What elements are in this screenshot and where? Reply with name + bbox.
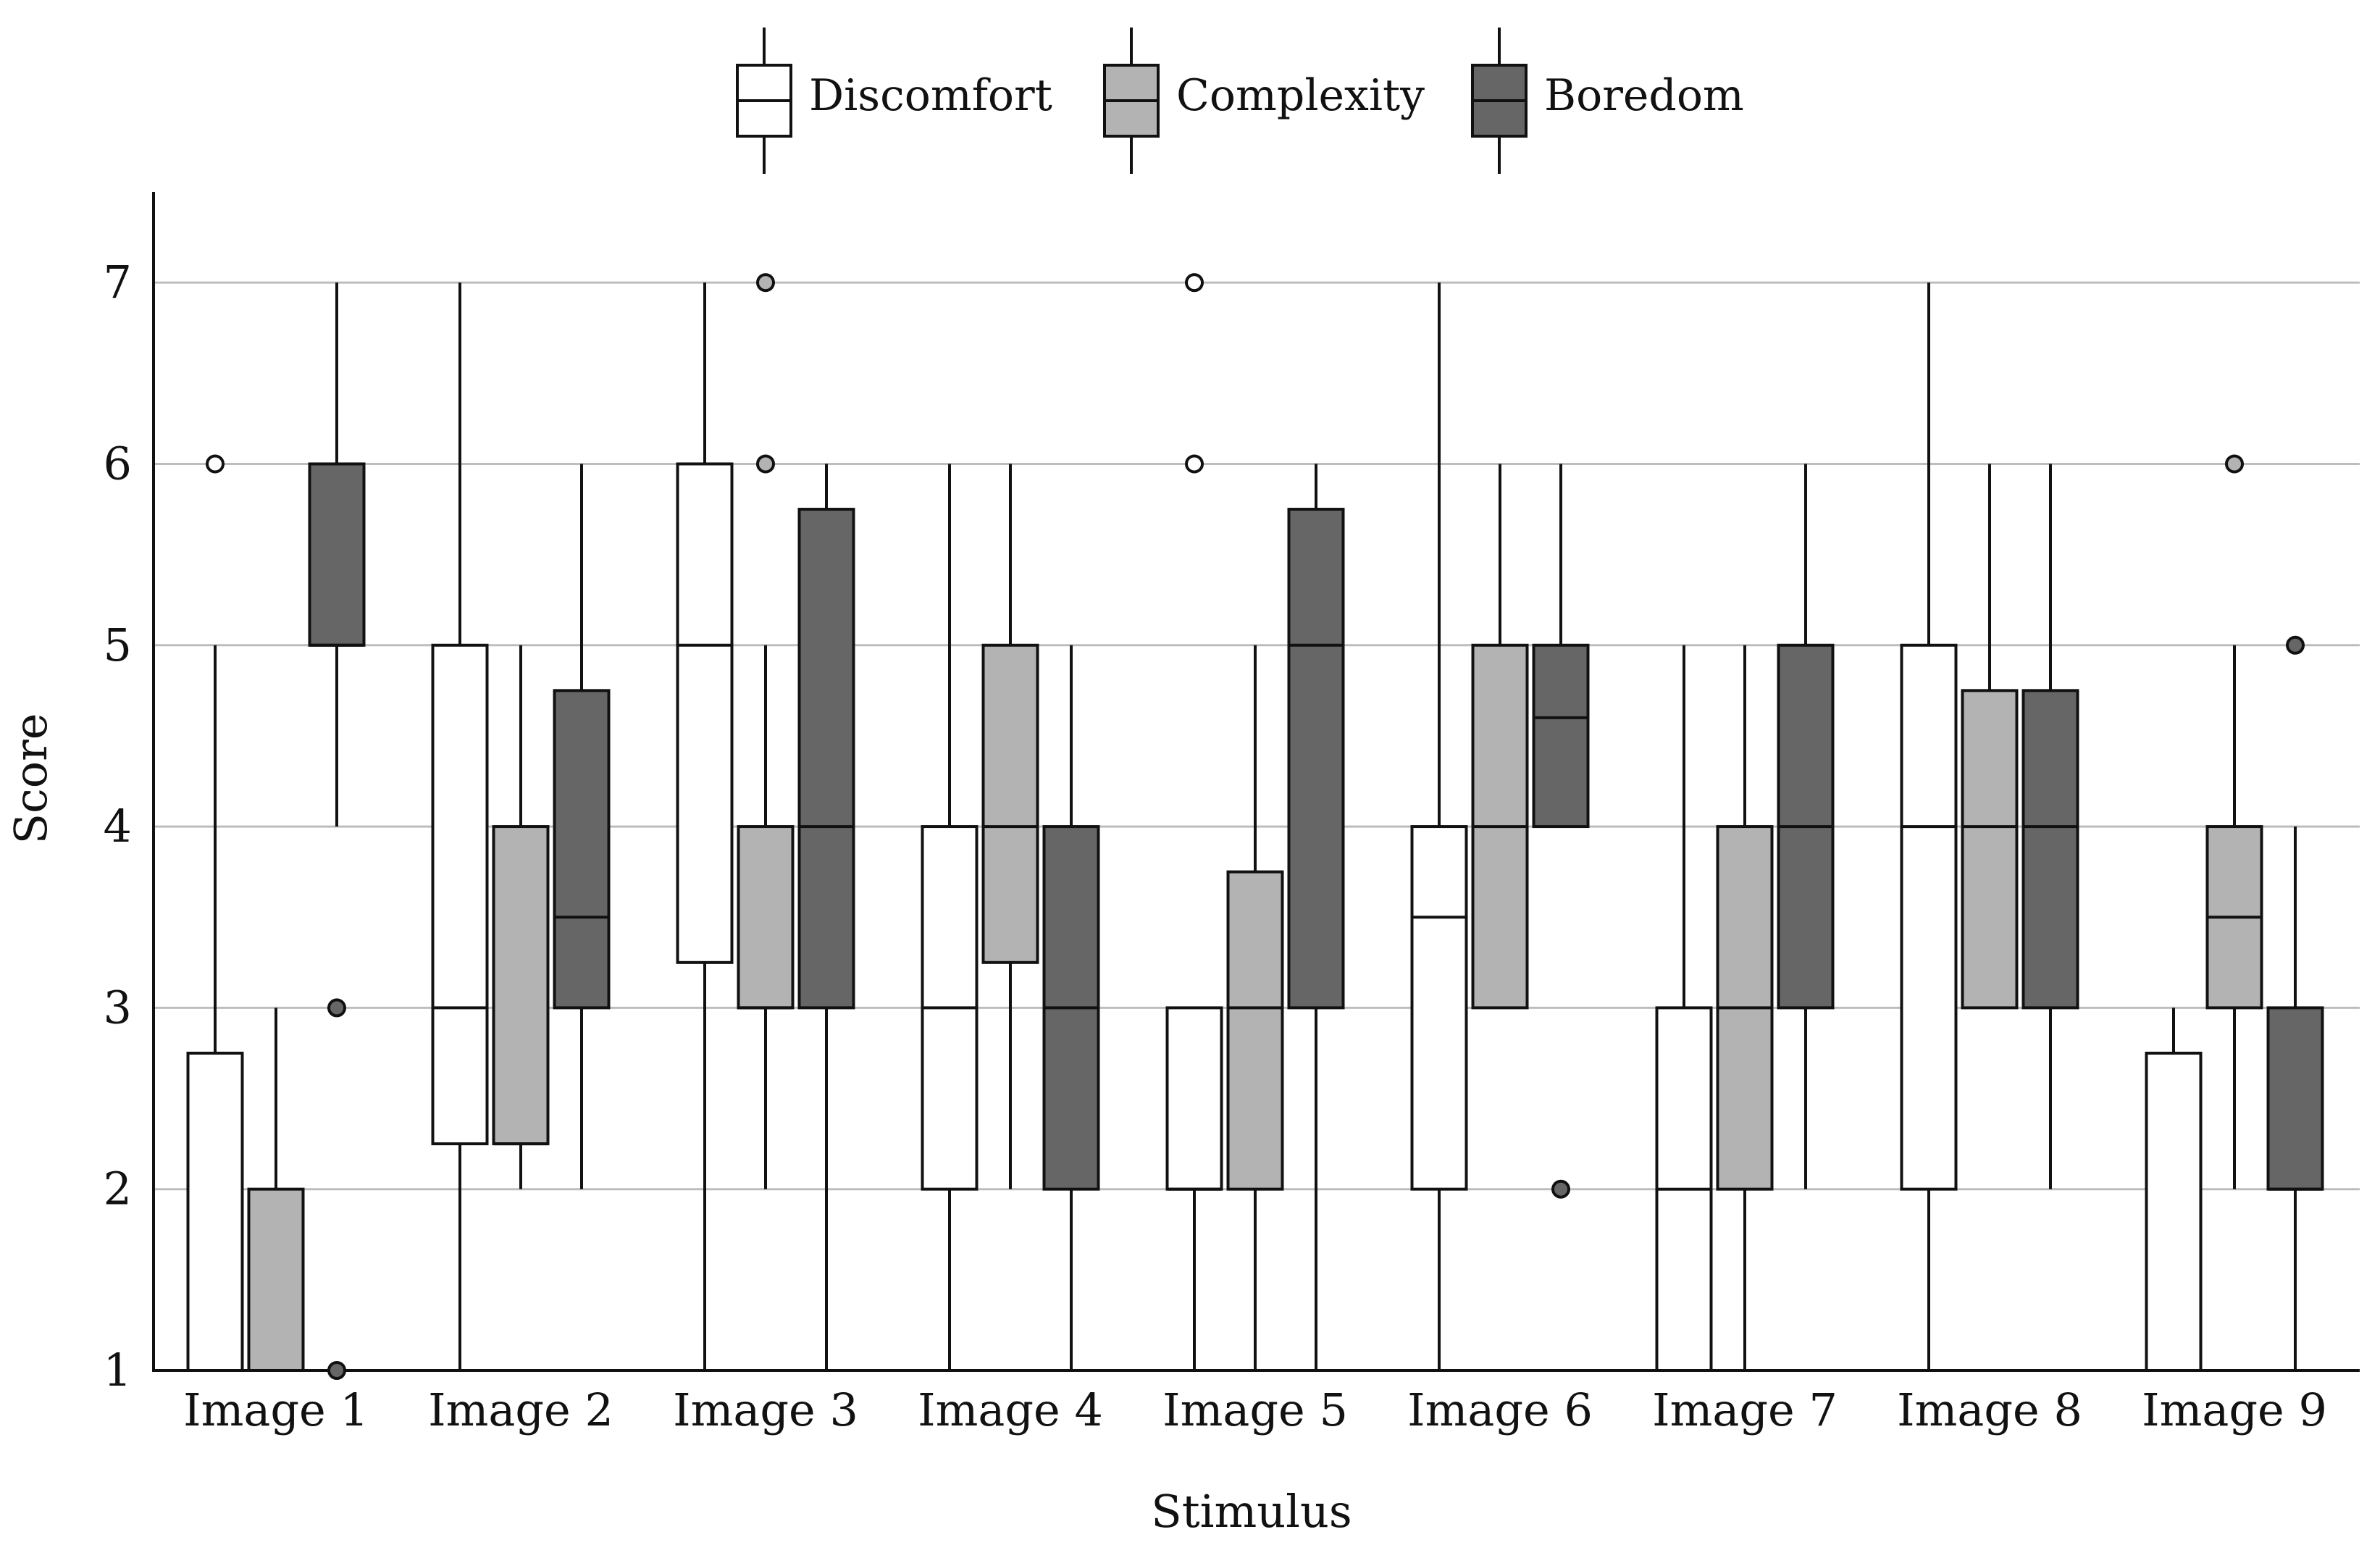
- box-body: [1226, 870, 1284, 1191]
- box-discomfort-3: [676, 282, 734, 1370]
- box-discomfort-9: [2145, 1008, 2203, 1372]
- box-discomfort-1: [186, 454, 244, 1372]
- x-tick-label: Image 5: [1162, 1383, 1348, 1436]
- y-tick-label: 3: [104, 981, 132, 1034]
- box-body: [553, 689, 611, 1010]
- box-complexity-7: [1716, 645, 1774, 1370]
- box-body: [492, 825, 550, 1146]
- box-body: [1165, 1006, 1223, 1191]
- x-tick-label: Image 4: [918, 1383, 1103, 1436]
- series-discomfort: [186, 273, 2203, 1373]
- box-body: [1532, 643, 1590, 829]
- box-body: [1410, 825, 1468, 1191]
- box-complexity-1: [247, 1008, 305, 1372]
- box-body: [1900, 643, 1958, 1191]
- box-discomfort-8: [1900, 282, 1958, 1370]
- box-boredom-9: [2266, 635, 2324, 1370]
- legend-label: Complexity: [1176, 70, 1425, 121]
- x-tick-label: Image 6: [1407, 1383, 1593, 1436]
- box-discomfort-7: [1655, 645, 1713, 1373]
- box-body: [737, 825, 795, 1010]
- box-body: [797, 508, 855, 1010]
- legend-label: Discomfort: [809, 70, 1052, 121]
- box-boredom-3: [797, 464, 855, 1370]
- box-body: [981, 643, 1039, 964]
- outlier-point: [2225, 454, 2244, 474]
- x-tick-label: Image 8: [1897, 1383, 2082, 1436]
- box-boredom-4: [1042, 645, 1100, 1370]
- box-complexity-5: [1226, 645, 1284, 1370]
- box-boredom-5: [1287, 464, 1345, 1370]
- y-tick-label: 7: [104, 256, 132, 309]
- box-complexity-8: [1961, 464, 2019, 1010]
- box-complexity-3: [737, 273, 795, 1189]
- y-tick-label: 6: [104, 437, 132, 490]
- legend-item-discomfort: Discomfort: [736, 28, 1052, 174]
- outlier-point: [327, 1361, 346, 1380]
- box-complexity-9: [2205, 454, 2263, 1189]
- y-tick-label: 2: [104, 1163, 132, 1215]
- legend-label: Boredom: [1544, 70, 1744, 121]
- y-tick-label: 1: [104, 1344, 132, 1397]
- box-body: [1287, 508, 1345, 1010]
- box-complexity-6: [1471, 464, 1529, 1010]
- box-discomfort-4: [921, 464, 979, 1370]
- box-complexity-2: [492, 645, 550, 1189]
- legend-item-boredom: Boredom: [1471, 28, 1744, 174]
- box-body: [431, 643, 489, 1146]
- outlier-point: [756, 454, 775, 474]
- outlier-point: [756, 273, 775, 293]
- y-tick-label: 5: [104, 619, 132, 671]
- box-series: [186, 273, 2324, 1380]
- x-tick-label: Image 9: [2142, 1383, 2327, 1436]
- x-tick-label: Image 2: [428, 1383, 613, 1436]
- box-body: [308, 462, 366, 647]
- box-boredom-6: [1532, 464, 1590, 1199]
- box-boredom-1: [308, 282, 366, 1380]
- box-boredom-7: [1777, 464, 1835, 1189]
- box-body: [247, 1187, 305, 1372]
- box-complexity-4: [981, 464, 1039, 1189]
- y-axis-title: Score: [4, 713, 57, 845]
- box-body: [2021, 689, 2079, 1010]
- x-tick-label: Image 3: [673, 1383, 858, 1436]
- box-boredom-8: [2021, 464, 2079, 1189]
- outlier-point: [327, 998, 346, 1018]
- box-body: [2266, 1006, 2324, 1191]
- x-tick-label: Image 7: [1652, 1383, 1838, 1436]
- outlier-point: [2286, 635, 2305, 655]
- legend: Discomfort Complexity Boredom: [736, 28, 1744, 174]
- x-axis-title: Stimulus: [1151, 1485, 1352, 1538]
- box-boredom-2: [553, 464, 611, 1189]
- box-body: [186, 1051, 244, 1372]
- box-body: [676, 462, 734, 964]
- box-discomfort-2: [431, 282, 489, 1370]
- outlier-point: [206, 454, 225, 474]
- outlier-point: [1185, 273, 1204, 293]
- box-body: [2145, 1051, 2203, 1372]
- y-tick-label: 4: [104, 800, 132, 853]
- outlier-point: [1551, 1179, 1570, 1199]
- series-complexity: [247, 273, 2263, 1372]
- legend-item-complexity: Complexity: [1103, 28, 1425, 174]
- series-boredom: [308, 282, 2324, 1380]
- tick-labels: 1 2 3 4 5 6 7 Image 1 Image 2 Image 3 Image 4 Image…: [104, 256, 2327, 1436]
- box-body: [1961, 689, 2019, 1010]
- outlier-point: [1185, 454, 1204, 474]
- box-discomfort-6: [1410, 282, 1468, 1370]
- box-discomfort-5: [1165, 273, 1223, 1370]
- x-tick-label: Image 1: [183, 1383, 369, 1436]
